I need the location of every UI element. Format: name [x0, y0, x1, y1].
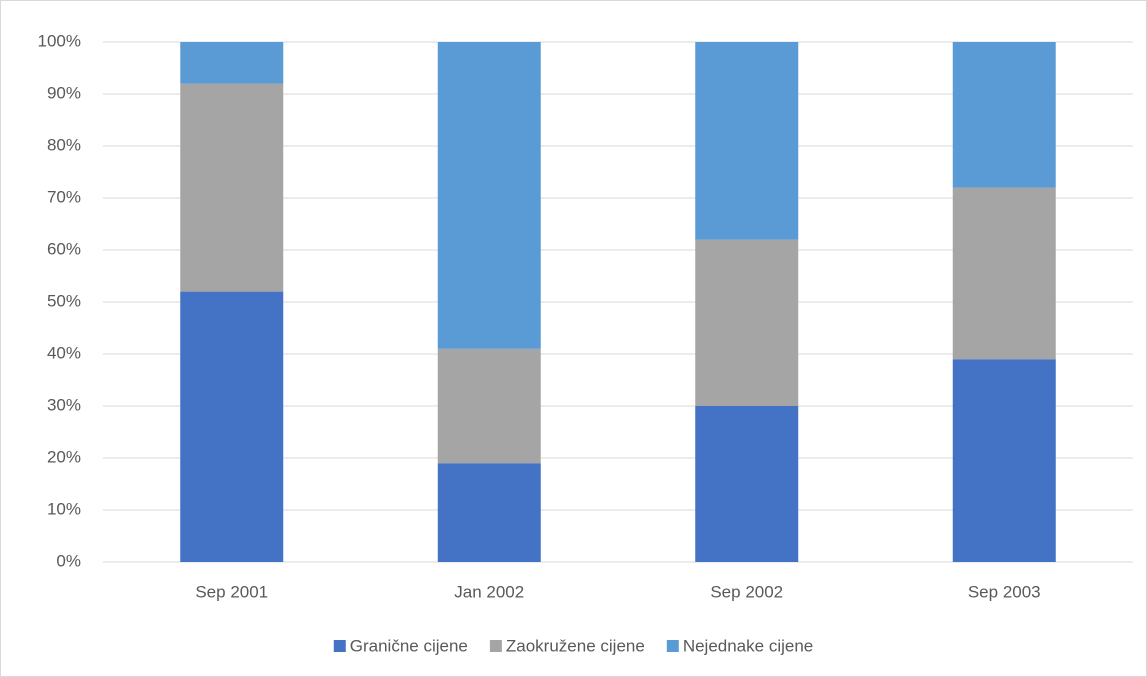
x-tick-label: Sep 2001 — [195, 582, 268, 601]
y-tick-label: 40% — [47, 343, 81, 362]
legend-swatch — [666, 640, 679, 652]
x-tick-label: Sep 2002 — [710, 582, 783, 601]
y-tick-label: 90% — [47, 83, 81, 102]
legend-label: Nejednake cijene — [683, 636, 813, 655]
bar-segment — [437, 42, 541, 349]
y-tick-label: 50% — [47, 291, 81, 310]
y-tick-label: 30% — [47, 395, 81, 414]
y-tick-label: 0% — [56, 551, 81, 570]
bar-segment — [437, 463, 541, 562]
x-tick-label: Sep 2003 — [968, 582, 1041, 601]
bar-segment — [695, 239, 799, 406]
legend-label: Zaokružene cijene — [506, 636, 645, 655]
y-tick-label: 70% — [47, 187, 81, 206]
bar-segment — [180, 42, 284, 84]
y-tick-label: 80% — [47, 135, 81, 154]
bar-segment — [180, 291, 284, 562]
y-tick-label: 100% — [38, 31, 81, 50]
legend-swatch — [489, 640, 502, 652]
bar-segment — [437, 348, 541, 464]
bar-segment — [952, 359, 1056, 562]
bar-segment — [952, 42, 1056, 188]
y-tick-label: 10% — [47, 499, 81, 518]
x-tick-label: Jan 2002 — [454, 582, 524, 601]
bar-segment — [952, 187, 1056, 360]
y-tick-label: 20% — [47, 447, 81, 466]
y-tick-label: 60% — [47, 239, 81, 258]
bar-segment — [695, 406, 799, 562]
legend-swatch — [333, 640, 346, 652]
bar-segment — [180, 83, 284, 292]
bar-segment — [695, 42, 799, 240]
legend-label: Granične cijene — [350, 636, 468, 655]
